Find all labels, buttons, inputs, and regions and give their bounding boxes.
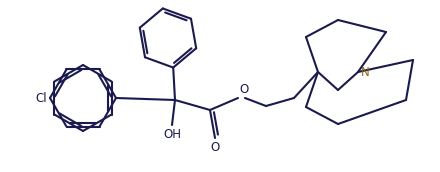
Text: N: N xyxy=(361,66,370,78)
Text: O: O xyxy=(210,141,220,154)
Text: O: O xyxy=(239,83,248,96)
Text: Cl: Cl xyxy=(35,92,47,105)
Text: OH: OH xyxy=(163,128,181,141)
